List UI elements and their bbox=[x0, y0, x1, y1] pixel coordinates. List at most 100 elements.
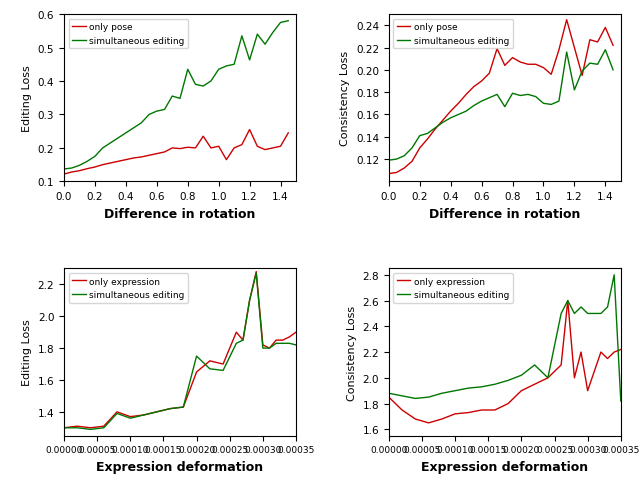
only pose bbox=[238, 142, 246, 148]
simultaneous editing bbox=[431, 126, 439, 132]
simultaneous editing bbox=[253, 32, 261, 38]
only pose bbox=[138, 155, 145, 161]
only expression bbox=[465, 410, 472, 416]
simultaneous editing bbox=[454, 112, 462, 118]
only pose bbox=[547, 72, 555, 78]
simultaneous editing bbox=[584, 311, 591, 317]
only expression bbox=[577, 349, 585, 355]
only expression bbox=[591, 369, 598, 375]
simultaneous editing bbox=[106, 141, 115, 147]
simultaneous editing bbox=[285, 341, 293, 347]
only pose bbox=[230, 146, 238, 152]
only pose bbox=[269, 146, 276, 152]
only expression bbox=[604, 356, 611, 362]
only expression bbox=[153, 409, 161, 415]
simultaneous editing bbox=[276, 21, 284, 27]
X-axis label: Difference in rotation: Difference in rotation bbox=[429, 207, 580, 220]
only pose bbox=[122, 157, 130, 163]
only expression bbox=[272, 338, 280, 344]
only pose bbox=[153, 151, 161, 157]
only expression bbox=[611, 349, 618, 355]
only pose bbox=[408, 159, 416, 165]
only pose bbox=[215, 144, 223, 150]
simultaneous editing bbox=[223, 64, 230, 70]
simultaneous editing bbox=[518, 372, 525, 378]
simultaneous editing bbox=[60, 425, 68, 431]
simultaneous editing bbox=[594, 62, 602, 68]
only expression bbox=[179, 404, 187, 410]
simultaneous editing bbox=[220, 368, 227, 374]
only expression bbox=[292, 330, 300, 336]
only expression bbox=[100, 423, 108, 429]
only pose bbox=[184, 145, 191, 151]
Legend: only expression, simultaneous editing: only expression, simultaneous editing bbox=[394, 274, 513, 303]
only pose bbox=[431, 127, 439, 133]
only expression bbox=[557, 362, 565, 368]
only pose bbox=[401, 166, 408, 172]
simultaneous editing bbox=[153, 109, 161, 115]
X-axis label: Expression deformation: Expression deformation bbox=[421, 460, 588, 473]
only expression bbox=[279, 338, 287, 344]
simultaneous editing bbox=[86, 426, 94, 432]
only expression bbox=[193, 369, 200, 375]
only expression bbox=[127, 414, 134, 420]
only expression bbox=[60, 425, 68, 431]
simultaneous editing bbox=[246, 58, 253, 64]
Line: simultaneous editing: simultaneous editing bbox=[64, 22, 288, 170]
only pose bbox=[462, 92, 470, 98]
simultaneous editing bbox=[604, 305, 611, 311]
only pose bbox=[439, 118, 447, 124]
only expression bbox=[544, 375, 552, 381]
Line: only pose: only pose bbox=[64, 130, 288, 175]
only pose bbox=[532, 62, 540, 68]
Legend: only pose, simultaneous editing: only pose, simultaneous editing bbox=[68, 20, 188, 49]
simultaneous editing bbox=[451, 388, 459, 394]
simultaneous editing bbox=[145, 112, 153, 118]
simultaneous editing bbox=[232, 341, 240, 347]
simultaneous editing bbox=[122, 131, 130, 137]
simultaneous editing bbox=[477, 384, 485, 390]
Legend: only pose, simultaneous editing: only pose, simultaneous editing bbox=[394, 20, 513, 49]
only expression bbox=[477, 407, 485, 413]
only pose bbox=[470, 84, 477, 90]
only expression bbox=[438, 416, 445, 422]
only pose bbox=[276, 144, 284, 150]
only expression bbox=[531, 381, 538, 387]
simultaneous editing bbox=[438, 390, 445, 396]
only pose bbox=[261, 147, 269, 153]
simultaneous editing bbox=[571, 88, 579, 94]
only pose bbox=[609, 43, 617, 49]
Y-axis label: Consistency Loss: Consistency Loss bbox=[340, 51, 350, 146]
only pose bbox=[176, 146, 184, 152]
simultaneous editing bbox=[611, 272, 618, 278]
only pose bbox=[493, 47, 501, 53]
only expression bbox=[86, 425, 94, 431]
only pose bbox=[477, 79, 485, 85]
simultaneous editing bbox=[504, 378, 512, 384]
X-axis label: Expression deformation: Expression deformation bbox=[97, 460, 264, 473]
only pose bbox=[130, 156, 138, 162]
only pose bbox=[253, 144, 261, 150]
only pose bbox=[516, 60, 524, 66]
simultaneous editing bbox=[230, 62, 238, 68]
simultaneous editing bbox=[470, 103, 477, 109]
simultaneous editing bbox=[184, 67, 191, 73]
simultaneous editing bbox=[425, 394, 433, 400]
only pose bbox=[115, 159, 122, 165]
only pose bbox=[594, 40, 602, 46]
only expression bbox=[491, 407, 499, 413]
simultaneous editing bbox=[252, 271, 260, 277]
only pose bbox=[83, 166, 91, 172]
simultaneous editing bbox=[524, 92, 532, 98]
simultaneous editing bbox=[266, 345, 273, 351]
only pose bbox=[454, 101, 462, 107]
only pose bbox=[223, 157, 230, 163]
only pose bbox=[385, 171, 392, 177]
simultaneous editing bbox=[138, 121, 145, 127]
only expression bbox=[166, 406, 174, 412]
only pose bbox=[60, 172, 68, 178]
simultaneous editing bbox=[393, 157, 401, 163]
simultaneous editing bbox=[200, 84, 207, 90]
simultaneous editing bbox=[261, 42, 269, 48]
simultaneous editing bbox=[465, 385, 472, 391]
